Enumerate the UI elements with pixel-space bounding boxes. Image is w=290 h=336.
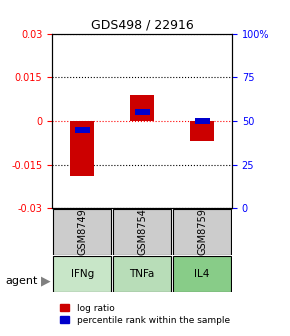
Title: GDS498 / 22916: GDS498 / 22916 bbox=[91, 18, 193, 31]
Bar bbox=[190, 121, 214, 141]
Bar bbox=[70, 121, 94, 176]
Text: ▶: ▶ bbox=[41, 274, 50, 287]
Bar bbox=[195, 118, 209, 124]
FancyBboxPatch shape bbox=[53, 209, 111, 255]
Text: agent: agent bbox=[6, 276, 38, 286]
Text: IL4: IL4 bbox=[194, 269, 210, 279]
FancyBboxPatch shape bbox=[113, 256, 171, 292]
Bar bbox=[75, 127, 90, 133]
FancyBboxPatch shape bbox=[113, 209, 171, 255]
Text: GSM8749: GSM8749 bbox=[77, 208, 87, 255]
Text: GSM8754: GSM8754 bbox=[137, 208, 147, 255]
FancyBboxPatch shape bbox=[173, 256, 231, 292]
Text: TNFa: TNFa bbox=[129, 269, 155, 279]
Bar bbox=[135, 109, 150, 115]
Bar bbox=[130, 95, 154, 121]
FancyBboxPatch shape bbox=[53, 256, 111, 292]
Text: IFNg: IFNg bbox=[70, 269, 94, 279]
Text: GSM8759: GSM8759 bbox=[197, 208, 207, 255]
FancyBboxPatch shape bbox=[173, 209, 231, 255]
Legend: log ratio, percentile rank within the sample: log ratio, percentile rank within the sa… bbox=[60, 304, 230, 325]
